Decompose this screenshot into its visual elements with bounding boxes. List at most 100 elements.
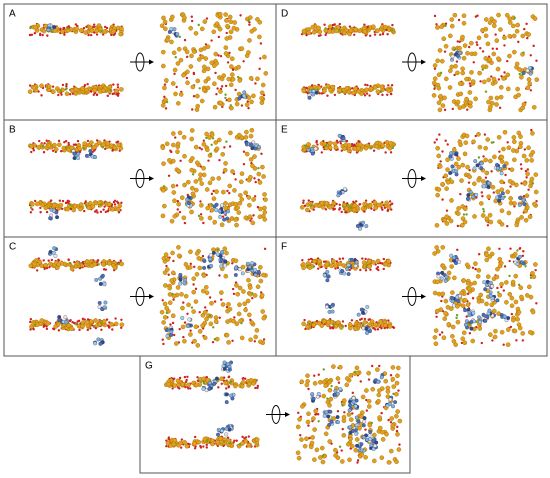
peptide-atom <box>450 299 455 304</box>
bead <box>529 158 534 163</box>
bead <box>238 179 244 185</box>
peptide-atom <box>528 71 533 76</box>
peptide-atom <box>102 282 107 287</box>
bead <box>353 447 359 453</box>
dot <box>192 283 195 286</box>
peptide-atom <box>338 387 343 392</box>
bead <box>512 157 517 163</box>
bead <box>433 341 439 347</box>
bead <box>457 81 463 86</box>
bead <box>491 51 497 57</box>
bead <box>179 292 184 297</box>
bead <box>450 334 455 339</box>
bead <box>467 286 472 292</box>
bead <box>461 278 467 283</box>
peptide-atom <box>84 153 89 158</box>
dot <box>33 32 37 35</box>
dot <box>344 211 347 214</box>
bead <box>43 262 48 268</box>
bead <box>116 142 121 148</box>
bead <box>201 142 207 147</box>
dot <box>112 83 115 86</box>
bead <box>372 458 377 464</box>
bead <box>460 216 466 221</box>
bead <box>310 24 316 30</box>
bead <box>161 320 166 325</box>
dot <box>462 213 466 216</box>
peptide-atom <box>63 315 68 320</box>
dot <box>498 106 502 110</box>
bead <box>396 365 401 371</box>
dot <box>163 83 167 86</box>
bead <box>253 334 259 340</box>
dot <box>363 94 367 97</box>
dot <box>438 133 441 136</box>
dot <box>525 22 528 26</box>
dot <box>116 83 120 86</box>
peptide-atom <box>525 68 530 73</box>
bead <box>476 299 482 304</box>
bead <box>373 322 379 328</box>
peptide-atom <box>359 448 364 453</box>
bead <box>221 73 226 78</box>
peptide-atom <box>522 202 527 207</box>
dot <box>185 378 188 382</box>
bead <box>262 54 267 60</box>
dot <box>497 78 501 81</box>
bead <box>307 265 313 270</box>
peptide-atom <box>164 328 169 333</box>
bead <box>520 331 526 336</box>
bead <box>321 379 327 385</box>
bead <box>32 261 38 267</box>
bead <box>443 76 449 82</box>
peptide-atom <box>361 423 366 428</box>
dot <box>78 262 82 265</box>
bead <box>78 28 84 33</box>
dot <box>517 40 520 44</box>
bead <box>344 206 349 212</box>
peptide-atom <box>343 187 347 192</box>
bead <box>432 335 438 340</box>
bead <box>435 249 441 254</box>
bead <box>201 68 207 74</box>
dot <box>303 318 306 322</box>
bead <box>333 447 338 453</box>
bead <box>94 28 99 34</box>
dot <box>438 333 442 336</box>
bead <box>504 12 510 18</box>
bead <box>258 206 263 212</box>
peptide-atom <box>348 403 352 408</box>
bead <box>209 60 215 66</box>
dot <box>366 84 369 87</box>
peptide-atom <box>311 92 316 97</box>
bead <box>64 91 70 97</box>
dot <box>76 24 79 28</box>
peptide-atom <box>326 274 330 279</box>
bead <box>175 141 181 147</box>
bead <box>481 79 487 85</box>
rotation-arrowhead <box>285 412 290 417</box>
bead <box>531 104 537 110</box>
dot <box>47 259 50 262</box>
peptide-atom <box>455 295 460 300</box>
dot <box>482 207 485 211</box>
bead <box>225 23 230 29</box>
bead <box>499 281 504 287</box>
bead <box>438 307 444 312</box>
dot <box>258 67 261 71</box>
peptide-atom <box>185 197 190 202</box>
dot <box>57 139 61 143</box>
bead <box>111 28 117 34</box>
dot <box>524 169 528 173</box>
dot <box>534 268 537 272</box>
bead <box>451 338 457 344</box>
bead <box>498 260 504 266</box>
dot <box>190 15 193 18</box>
bead <box>299 437 304 442</box>
bead <box>80 323 85 329</box>
bead <box>162 315 168 320</box>
peptide-atom <box>347 408 352 413</box>
bead <box>196 57 202 62</box>
bead <box>449 64 455 70</box>
bead <box>449 17 455 22</box>
